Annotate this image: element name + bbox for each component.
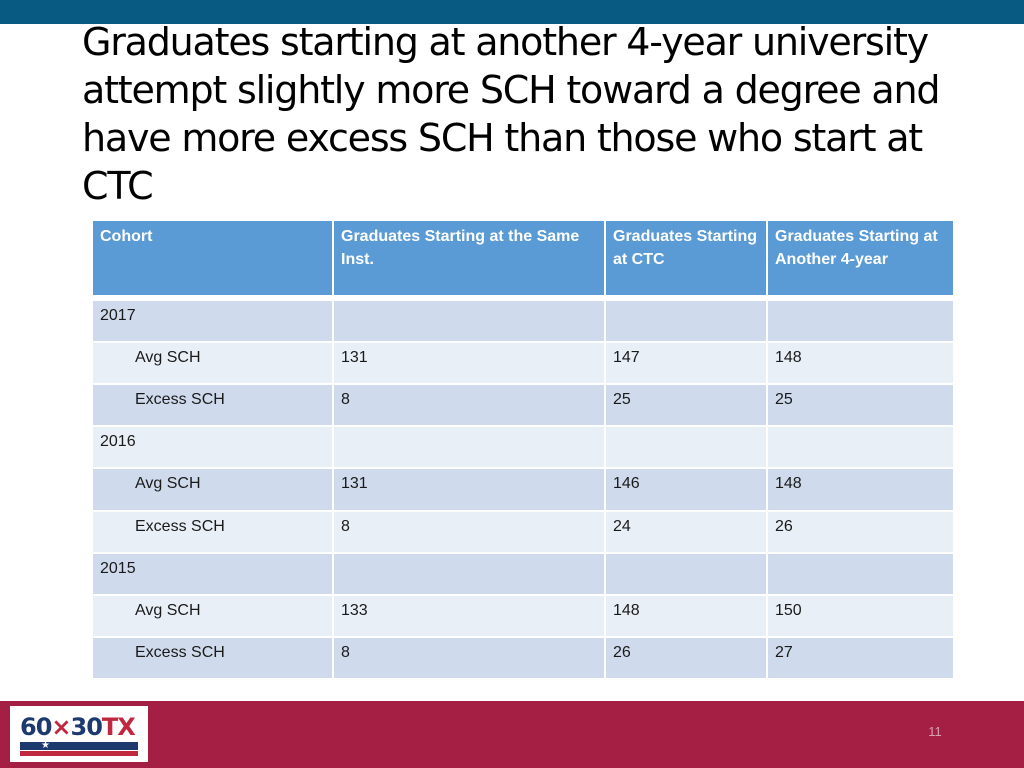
logo-stripe-red [20,751,138,756]
table-row: Excess SCH 8 26 27 [91,635,955,681]
value-another-4-year: 150 [766,593,955,638]
table-row: Excess SCH 8 25 25 [91,383,955,428]
metric-label: Avg SCH [91,467,334,512]
header-same-inst: Graduates Starting at the Same Inst. [332,219,606,297]
table-row-year: 2016 [91,425,955,470]
value-ctc: 146 [604,467,768,512]
empty-cell [766,551,955,596]
metric-label: Avg SCH [91,593,334,638]
table-row: Avg SCH 133 148 150 [91,593,955,638]
logo-text: 60×30TX [20,713,136,741]
value-same-inst: 8 [332,635,606,681]
logo-stripe-blue [20,742,138,750]
star-icon: ★ [41,740,50,751]
cohort-year: 2016 [91,425,334,470]
page-number: 11 [928,724,942,739]
metric-label: Excess SCH [91,509,334,554]
metric-label: Excess SCH [91,383,334,428]
table-header-row: Cohort Graduates Starting at the Same In… [91,219,955,297]
empty-cell [766,298,955,344]
sch-comparison-table: Cohort Graduates Starting at the Same In… [91,219,955,681]
metric-label: Avg SCH [91,341,334,386]
value-another-4-year: 27 [766,635,955,681]
value-ctc: 148 [604,593,768,638]
value-another-4-year: 26 [766,509,955,554]
table-row: Excess SCH 8 24 26 [91,509,955,554]
60x30tx-logo: ★ 60×30TX [10,706,148,762]
empty-cell [332,551,606,596]
table-row-year: 2017 [91,298,955,344]
empty-cell [604,298,768,344]
value-same-inst: 8 [332,383,606,428]
header-ctc: Graduates Starting at CTC [604,219,768,297]
value-same-inst: 133 [332,593,606,638]
value-ctc: 147 [604,341,768,386]
table-row: Avg SCH 131 147 148 [91,341,955,386]
empty-cell [332,425,606,470]
header-cohort: Cohort [91,219,334,297]
value-another-4-year: 25 [766,383,955,428]
top-accent-bar [0,0,1024,24]
value-same-inst: 8 [332,509,606,554]
empty-cell [604,551,768,596]
footer-bar [0,701,1024,768]
metric-label: Excess SCH [91,635,334,681]
table-row-year: 2015 [91,551,955,596]
empty-cell [604,425,768,470]
value-ctc: 24 [604,509,768,554]
slide-title: Graduates starting at another 4-year uni… [82,20,941,208]
table-row: Avg SCH 131 146 148 [91,467,955,512]
value-another-4-year: 148 [766,341,955,386]
value-ctc: 25 [604,383,768,428]
value-another-4-year: 148 [766,467,955,512]
value-same-inst: 131 [332,467,606,512]
value-same-inst: 131 [332,341,606,386]
empty-cell [332,298,606,344]
value-ctc: 26 [604,635,768,681]
cohort-year: 2015 [91,551,334,596]
header-another-4-year: Graduates Starting at Another 4-year [766,219,955,297]
empty-cell [766,425,955,470]
cohort-year: 2017 [91,298,334,344]
